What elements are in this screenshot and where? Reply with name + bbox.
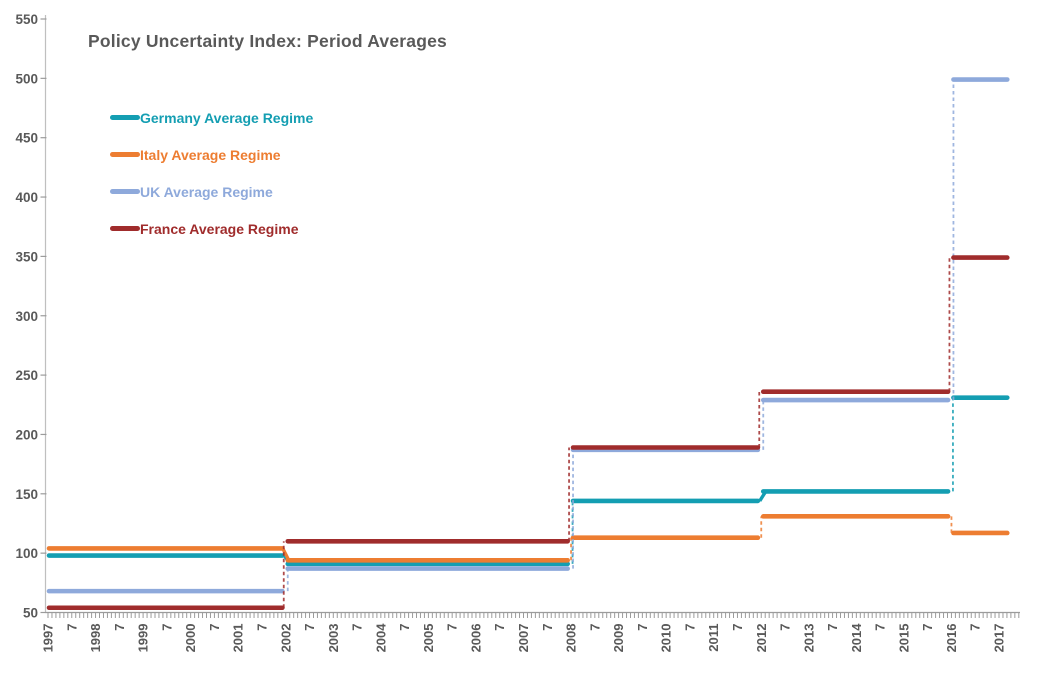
y-tick-label: 550: [15, 12, 38, 27]
x-tick-label: 2004: [373, 623, 388, 653]
series-layer: [46, 77, 1010, 611]
x-tick-label: 7: [682, 624, 697, 631]
x-tick-label: 2000: [183, 624, 198, 653]
y-tick-label: 50: [23, 606, 38, 621]
x-tick-label: 7: [730, 624, 745, 631]
x-tick-label: 2008: [564, 624, 579, 653]
legend-item-italy: Italy Average Regime: [110, 136, 313, 173]
legend-label-france: France Average Regime: [140, 220, 299, 237]
x-tick-label: 7: [492, 624, 507, 631]
x-tick-label: 2002: [278, 624, 293, 653]
x-tick-label: 2017: [992, 624, 1007, 653]
x-tick-label: 2013: [801, 624, 816, 653]
x-tick-label: 2012: [754, 624, 769, 653]
x-tick-label: 2003: [326, 624, 341, 653]
x-tick-label: 7: [635, 624, 650, 631]
series-transition-italy: [281, 547, 291, 562]
x-tick-label: 2007: [516, 624, 531, 653]
x-tick-label: 7: [540, 624, 555, 631]
y-tick-label: 300: [15, 309, 38, 324]
x-tick-label: 7: [159, 624, 174, 631]
x-tick-label: 1997: [41, 624, 56, 653]
x-tick-label: 7: [587, 624, 602, 631]
x-tick-label: 2011: [706, 624, 721, 652]
series-transition-germany: [758, 490, 768, 502]
y-tick-label: 250: [15, 368, 38, 383]
x-tick-label: 7: [207, 624, 222, 631]
x-tick-label: 2005: [421, 624, 436, 653]
y-tick-label: 400: [15, 190, 38, 205]
x-tick-label: 2001: [231, 624, 246, 653]
x-tick-label: 7: [112, 624, 127, 631]
x-tick-label: 7: [825, 624, 840, 631]
chart-title: Policy Uncertainty Index: Period Average…: [88, 31, 447, 51]
uk-line-swatch: [110, 189, 140, 194]
chart-legend: Germany Average Regime Italy Average Reg…: [110, 99, 313, 247]
x-tick-label: 2010: [659, 624, 674, 653]
y-tick-label: 200: [15, 427, 38, 442]
legend-label-uk: UK Average Regime: [140, 183, 273, 200]
y-tick-label: 500: [15, 71, 38, 86]
x-tick-label: 2014: [849, 623, 864, 653]
x-tick-label: 7: [302, 624, 317, 631]
x-tick-label: 2016: [944, 624, 959, 653]
legend-label-italy: Italy Average Regime: [140, 146, 281, 163]
france-line-swatch: [110, 226, 140, 231]
germany-line-swatch: [110, 115, 140, 120]
x-tick-label: 7: [445, 624, 460, 631]
x-tick-label: 7: [397, 624, 412, 631]
italy-line-swatch: [110, 152, 140, 157]
x-tick-label: 2006: [468, 624, 483, 653]
x-tick-label: 7: [920, 624, 935, 631]
y-tick-label: 350: [15, 249, 38, 264]
x-tick-label: 1999: [136, 624, 151, 653]
legend-item-france: France Average Regime: [110, 210, 313, 247]
x-tick-label: 2009: [611, 624, 626, 653]
x-tick-label: 7: [350, 624, 365, 631]
axes-layer: [40, 15, 1020, 618]
x-tick-label: 1998: [88, 624, 103, 653]
y-tick-label: 450: [15, 131, 38, 146]
x-tick-label: 7: [873, 624, 888, 631]
legend-item-uk: UK Average Regime: [110, 173, 313, 210]
x-tick-label: 7: [778, 624, 793, 631]
y-tick-label: 100: [15, 546, 38, 561]
legend-item-germany: Germany Average Regime: [110, 99, 313, 136]
x-tick-label: 2015: [896, 624, 911, 653]
y-tick-label: 150: [15, 487, 38, 502]
legend-label-germany: Germany Average Regime: [140, 109, 314, 126]
x-tick-label: 7: [968, 624, 983, 631]
x-tick-label: 7: [254, 624, 269, 631]
x-tick-label: 7: [64, 624, 79, 631]
